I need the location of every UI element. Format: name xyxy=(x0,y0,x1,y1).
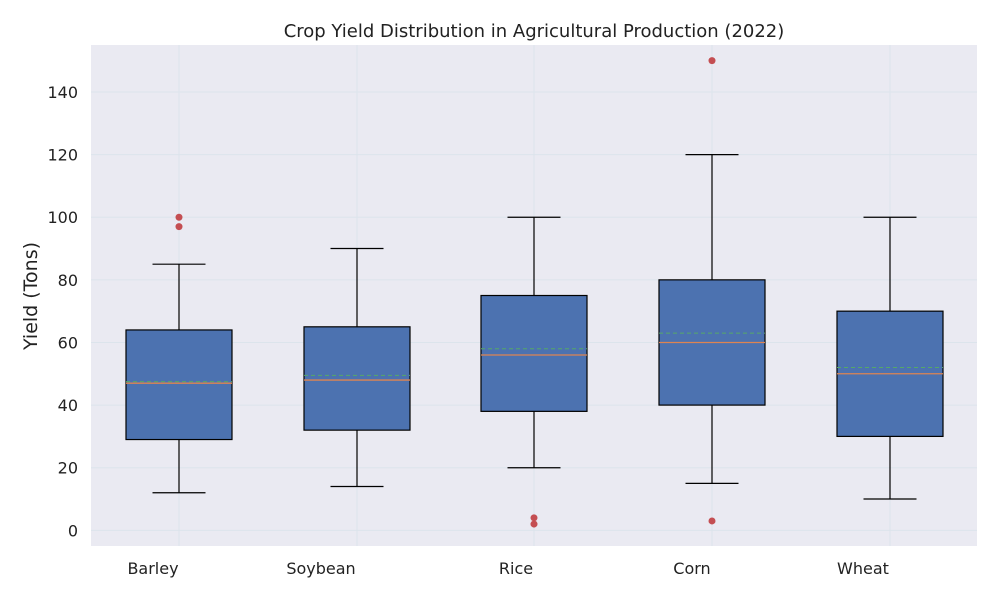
boxes-layer xyxy=(125,57,944,528)
box-group-corn xyxy=(658,57,766,525)
x-axis-ticks: Barley Soybean Rice Corn Wheat xyxy=(127,559,889,578)
x-tick-label: Rice xyxy=(499,559,533,578)
box-group-barley xyxy=(125,213,233,494)
chart-title: Crop Yield Distribution in Agricultural … xyxy=(284,21,785,42)
outlier-point xyxy=(708,517,716,525)
y-axis-ticks: 0 20 40 60 80 100 120 140 xyxy=(47,83,78,540)
outlier-point xyxy=(530,520,538,528)
y-tick-label: 120 xyxy=(47,146,78,165)
x-tick-label: Wheat xyxy=(837,559,889,578)
iqr-box xyxy=(480,294,588,412)
outlier-point xyxy=(530,514,538,522)
y-tick-label: 80 xyxy=(58,271,78,290)
outlier-point xyxy=(175,213,183,221)
y-tick-label: 140 xyxy=(47,83,78,102)
outlier-point xyxy=(708,57,716,65)
y-tick-label: 100 xyxy=(47,208,78,227)
iqr-box xyxy=(303,326,411,431)
iqr-box xyxy=(125,329,233,441)
box-group-wheat xyxy=(836,216,944,500)
y-axis-label: Yield (Tons) xyxy=(20,242,42,351)
box-group-rice xyxy=(480,216,588,528)
y-tick-label: 0 xyxy=(68,521,78,540)
x-tick-label: Soybean xyxy=(286,559,355,578)
x-tick-label: Corn xyxy=(673,559,710,578)
y-tick-label: 40 xyxy=(58,396,78,415)
y-tick-label: 20 xyxy=(58,459,78,478)
x-tick-label: Barley xyxy=(127,559,178,578)
y-tick-label: 60 xyxy=(58,333,78,352)
outlier-point xyxy=(175,223,183,231)
box-group-soybean xyxy=(303,247,411,488)
